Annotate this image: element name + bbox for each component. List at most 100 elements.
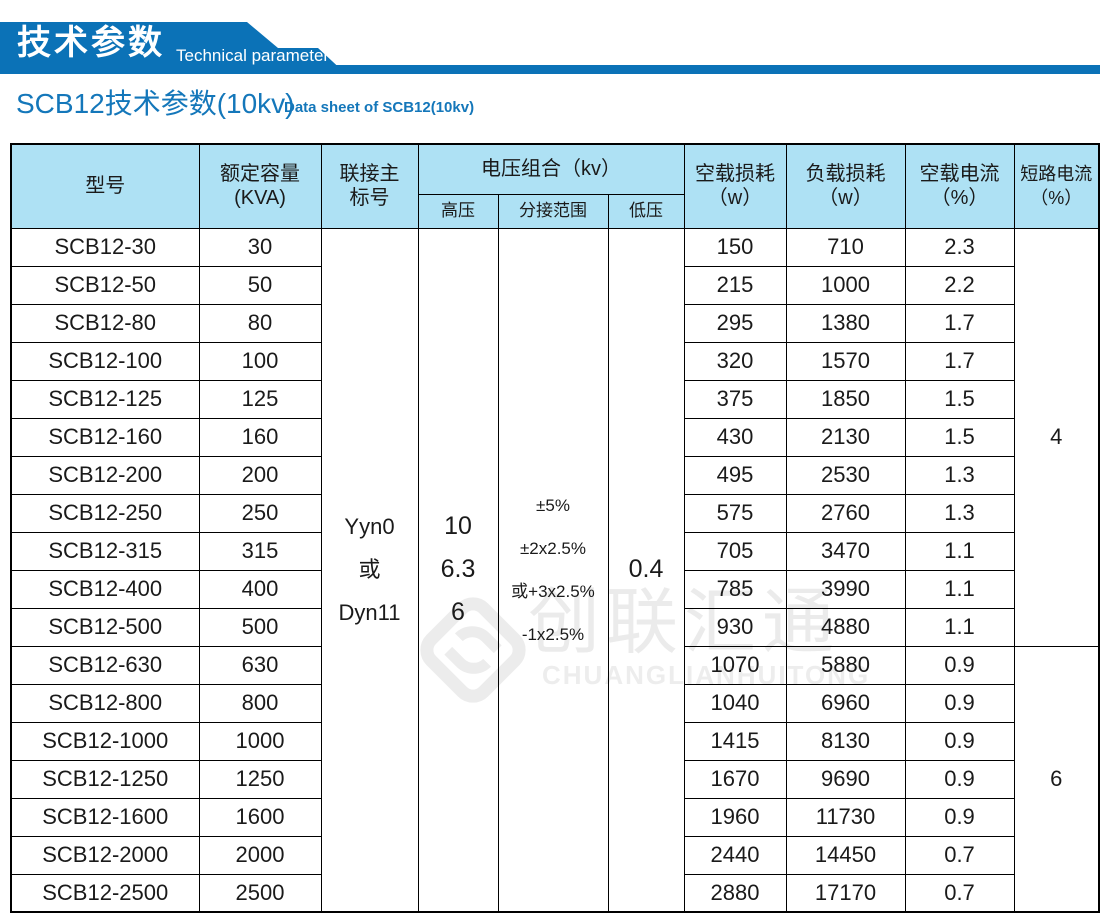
capacity-cell: 125 xyxy=(198,379,322,419)
col-header-no-load-current: 空载电流 （%） xyxy=(904,143,1015,229)
capacity-cell: 1600 xyxy=(198,797,322,837)
col-header-tap-range: 分接范围 xyxy=(497,193,609,229)
no-load-loss-cell: 2880 xyxy=(683,873,787,913)
header-row-1: 型号 额定容量 (KVA) 联接主 标号 电压组合（kv） 空载损耗 （w） 负… xyxy=(10,143,1100,229)
capacity-cell: 100 xyxy=(198,341,322,381)
header-row-2: 高压 分接范围 低压 xyxy=(11,193,1099,229)
load-loss-cell: 710 xyxy=(785,227,906,267)
col-header-model: 型号 xyxy=(10,143,200,229)
col-header-lv: 低压 xyxy=(607,193,685,229)
load-loss-cell: 6960 xyxy=(785,683,906,723)
no-load-current-cell: 0.9 xyxy=(904,721,1015,761)
section-subtitle: Data sheet of SCB12(10kv) xyxy=(284,99,475,116)
model-cell: SCB12-1250 xyxy=(10,759,200,799)
capacity-cell: 200 xyxy=(198,455,322,495)
banner-ribbon xyxy=(0,22,1100,74)
model-cell: SCB12-500 xyxy=(10,607,200,647)
no-load-current-cell: 1.1 xyxy=(904,531,1015,571)
section-title: SCB12技术参数(10kv) xyxy=(16,88,295,119)
load-loss-cell: 3990 xyxy=(785,569,906,609)
col-header-capacity: 额定容量 (KVA) xyxy=(198,143,322,229)
capacity-cell: 2000 xyxy=(198,835,322,875)
model-cell: SCB12-160 xyxy=(10,417,200,457)
load-loss-cell: 1000 xyxy=(785,265,906,305)
capacity-cell: 400 xyxy=(198,569,322,609)
table-row: SCB12-400 400 785 3990 1.1 xyxy=(10,569,1099,609)
model-cell: SCB12-1000 xyxy=(10,721,200,761)
capacity-cell: 2500 xyxy=(198,873,322,913)
banner-subtitle: Technical parameter xyxy=(176,46,330,65)
load-loss-cell: 4880 xyxy=(785,607,906,647)
no-load-current-cell: 1.7 xyxy=(904,341,1015,381)
no-load-loss-cell: 1960 xyxy=(683,797,787,837)
col-header-voltage-group: 电压组合（kv） xyxy=(417,143,685,195)
capacity-cell: 50 xyxy=(198,265,322,305)
no-load-current-cell: 1.7 xyxy=(904,303,1015,343)
table-row: SCB12-30 30 Yyn0 或 Dyn11 10 6.3 6 ±5% ±2x2.5% 或+3x… xyxy=(10,227,1100,913)
no-load-current-cell: 1.5 xyxy=(904,379,1015,419)
table-row: SCB12-2500 2500 2880 17170 0.7 xyxy=(10,873,1099,913)
model-cell: SCB12-80 xyxy=(10,303,200,343)
no-load-current-cell: 1.1 xyxy=(904,607,1015,647)
no-load-current-cell: 0.9 xyxy=(904,797,1015,837)
load-loss-cell: 2530 xyxy=(785,455,906,495)
load-loss-cell: 11730 xyxy=(785,797,906,837)
load-loss-cell: 17170 xyxy=(785,873,906,913)
model-cell: SCB12-315 xyxy=(10,531,200,571)
model-cell: SCB12-100 xyxy=(10,341,200,381)
connection-symbol-cell: Yyn0 或 Dyn11 xyxy=(320,227,419,913)
no-load-loss-cell: 2440 xyxy=(683,835,787,875)
load-loss-cell: 5880 xyxy=(785,645,906,685)
no-load-current-cell: 2.3 xyxy=(904,227,1015,267)
capacity-cell: 630 xyxy=(198,645,322,685)
table-row: SCB12-80 80 295 1380 1.7 xyxy=(10,303,1099,343)
no-load-current-cell: 0.7 xyxy=(904,835,1015,875)
table-row: SCB12-160 160 430 2130 1.5 xyxy=(10,417,1099,457)
col-header-connection: 联接主 标号 xyxy=(320,143,419,229)
no-load-current-cell: 1.5 xyxy=(904,417,1015,457)
parameters-table: 型号 额定容量 (KVA) 联接主 标号 电压组合（kv） 空载损耗 （w） 负… xyxy=(10,143,1100,913)
capacity-cell: 1250 xyxy=(198,759,322,799)
model-cell: SCB12-2500 xyxy=(10,873,200,913)
banner-title: 技术参数 xyxy=(17,24,165,62)
table-row: SCB12-200 200 495 2530 1.3 xyxy=(10,455,1099,495)
load-loss-cell: 2760 xyxy=(785,493,906,533)
lv-cell: 0.4 xyxy=(607,227,685,913)
model-cell: SCB12-1600 xyxy=(10,797,200,837)
model-cell: SCB12-630 xyxy=(10,645,200,685)
load-loss-cell: 14450 xyxy=(785,835,906,875)
tap-range-cell: ±5% ±2x2.5% 或+3x2.5% -1x2.5% xyxy=(497,227,609,913)
load-loss-cell: 1380 xyxy=(785,303,906,343)
no-load-loss-cell: 320 xyxy=(683,341,787,381)
load-loss-cell: 2130 xyxy=(785,417,906,457)
table-row: SCB12-800 800 1040 6960 0.9 xyxy=(10,683,1099,723)
model-cell: SCB12-250 xyxy=(10,493,200,533)
no-load-current-cell: 0.7 xyxy=(904,873,1015,913)
table-body: SCB12-30 30 Yyn0 或 Dyn11 10 6.3 6 ±5% ±2x2.5% 或+3x… xyxy=(10,227,1100,913)
model-cell: SCB12-800 xyxy=(10,683,200,723)
no-load-current-cell: 1.3 xyxy=(904,493,1015,533)
model-cell: SCB12-30 xyxy=(10,227,200,267)
no-load-current-cell: 1.3 xyxy=(904,455,1015,495)
no-load-loss-cell: 375 xyxy=(683,379,787,419)
no-load-current-cell: 1.1 xyxy=(904,569,1015,609)
no-load-loss-cell: 295 xyxy=(683,303,787,343)
load-loss-cell: 3470 xyxy=(785,531,906,571)
no-load-current-cell: 0.9 xyxy=(904,645,1015,685)
short-circuit-cell-group2: 6 xyxy=(1013,645,1100,913)
load-loss-cell: 8130 xyxy=(785,721,906,761)
no-load-loss-cell: 495 xyxy=(683,455,787,495)
table-row: SCB12-250 250 575 2760 1.3 xyxy=(10,493,1099,533)
short-circuit-cell-group1: 4 xyxy=(1013,227,1100,647)
no-load-loss-cell: 930 xyxy=(683,607,787,647)
no-load-loss-cell: 1070 xyxy=(683,645,787,685)
no-load-loss-cell: 1040 xyxy=(683,683,787,723)
no-load-current-cell: 2.2 xyxy=(904,265,1015,305)
capacity-cell: 800 xyxy=(198,683,322,723)
capacity-cell: 160 xyxy=(198,417,322,457)
table-row: SCB12-50 50 215 1000 2.2 xyxy=(10,265,1099,305)
load-loss-cell: 1850 xyxy=(785,379,906,419)
capacity-cell: 315 xyxy=(198,531,322,571)
capacity-cell: 500 xyxy=(198,607,322,647)
model-cell: SCB12-50 xyxy=(10,265,200,305)
